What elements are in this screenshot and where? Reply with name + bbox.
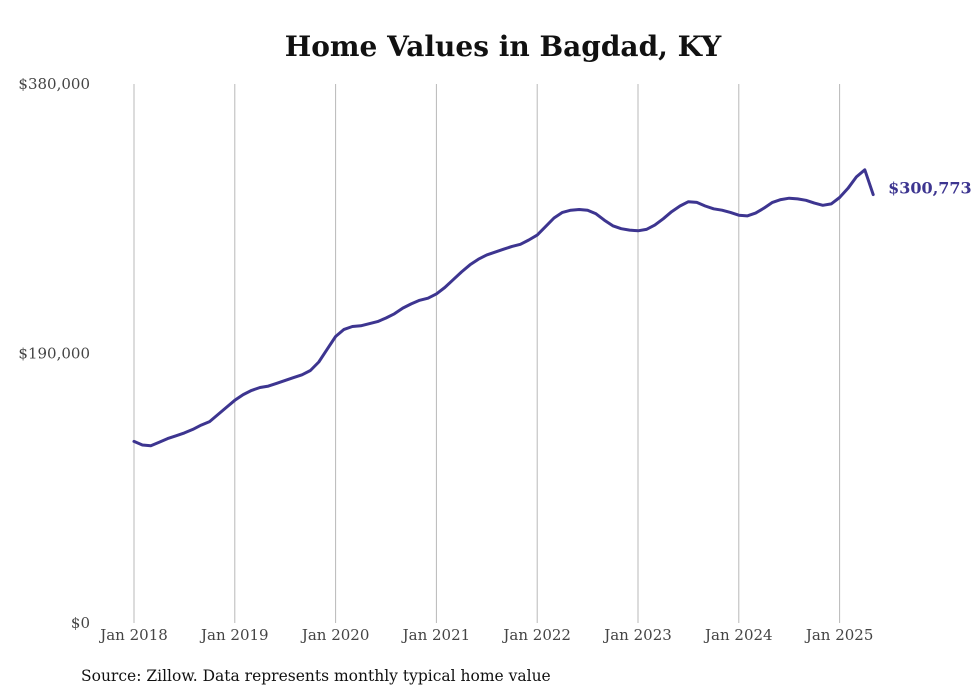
y-tick-label: $190,000 [18,345,90,363]
source-note: Source: Zillow. Data represents monthly … [81,667,551,685]
chart-title: Home Values in Bagdad, KY [284,30,722,63]
x-tick-label: Jan 2023 [602,626,672,644]
x-tick-label: Jan 2018 [98,626,168,644]
series-line [132,168,875,448]
y-axis-ticks: $0 $190,000 $380,000 [18,75,90,632]
x-tick-label: Jan 2020 [300,626,370,644]
x-tick-label: Jan 2025 [804,626,874,644]
x-tick-label: Jan 2022 [501,626,571,644]
end-value-label: $300,773 [888,179,972,198]
x-axis-ticks: Jan 2018 Jan 2019 Jan 2020 Jan 2021 Jan 2022… [98,626,873,644]
x-tick-label: Jan 2024 [703,626,773,644]
x-tick-label: Jan 2021 [401,626,471,644]
grid-layer [133,84,841,623]
y-tick-label: $0 [71,614,90,632]
y-tick-label: $380,000 [18,75,90,93]
x-tick-label: Jan 2019 [199,626,269,644]
